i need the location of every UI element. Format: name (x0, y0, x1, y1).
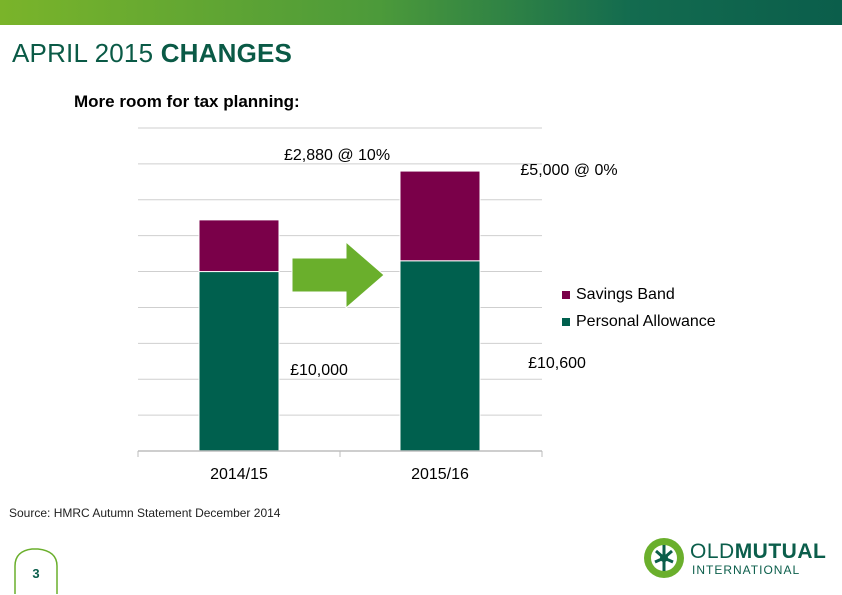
data-label-savings-2015: £5,000 @ 0% (520, 162, 617, 179)
page-number: 3 (32, 566, 40, 581)
arrow-right-icon (291, 240, 385, 310)
stacked-bar-chart: 2014/15 2015/16 £2,880 @ 10% £5,000 @ 0% … (137, 127, 618, 483)
data-label-savings-2014: £2,880 @ 10% (284, 147, 390, 164)
page-title: APRIL 2015 CHANGES (12, 38, 292, 69)
x-tick-label: 2014/15 (210, 466, 268, 483)
legend-swatch-savings (562, 290, 570, 299)
legend-label-savings: Savings Band (576, 285, 675, 303)
chart-legend: Savings Band Personal Allowance (562, 281, 716, 335)
legend-swatch-allowance (562, 317, 570, 326)
top-banner (0, 0, 842, 25)
x-tick-label: 2015/16 (411, 466, 469, 483)
legend-label-allowance: Personal Allowance (576, 312, 716, 330)
page-subtitle: More room for tax planning: (74, 92, 300, 111)
bar-savings-band-2014-15 (198, 219, 280, 273)
legend-item-personal-allowance: Personal Allowance (562, 308, 716, 335)
data-label-allowance-2014: £10,000 (290, 362, 348, 379)
logo-international: INTERNATIONAL (692, 563, 801, 577)
bar-savings-band-2015-16 (399, 170, 481, 262)
chart-x-axis: 2014/15 2015/16 (137, 450, 543, 483)
title-light: APRIL 2015 (12, 38, 154, 68)
page-number-box (14, 548, 58, 594)
data-label-allowance-2015: £10,600 (528, 355, 586, 372)
old-mutual-tree-icon (644, 538, 684, 578)
logo-mutual: MUTUAL (734, 540, 827, 563)
bar-personal-allowance-2014-15 (198, 271, 280, 452)
title-bold: CHANGES (160, 38, 293, 68)
logo-old: OLD (690, 540, 735, 563)
bar-personal-allowance-2015-16 (399, 260, 481, 452)
chart-bars (198, 170, 481, 452)
source-note: Source: HMRC Autumn Statement December 2… (9, 506, 281, 520)
legend-item-savings-band: Savings Band (562, 281, 716, 308)
logo-wordmark: OLDMUTUAL (690, 540, 826, 564)
